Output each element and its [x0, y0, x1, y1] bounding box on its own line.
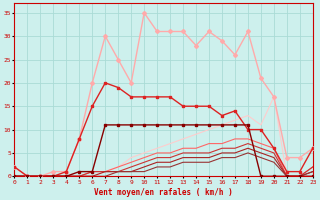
X-axis label: Vent moyen/en rafales ( km/h ): Vent moyen/en rafales ( km/h )	[94, 188, 233, 197]
